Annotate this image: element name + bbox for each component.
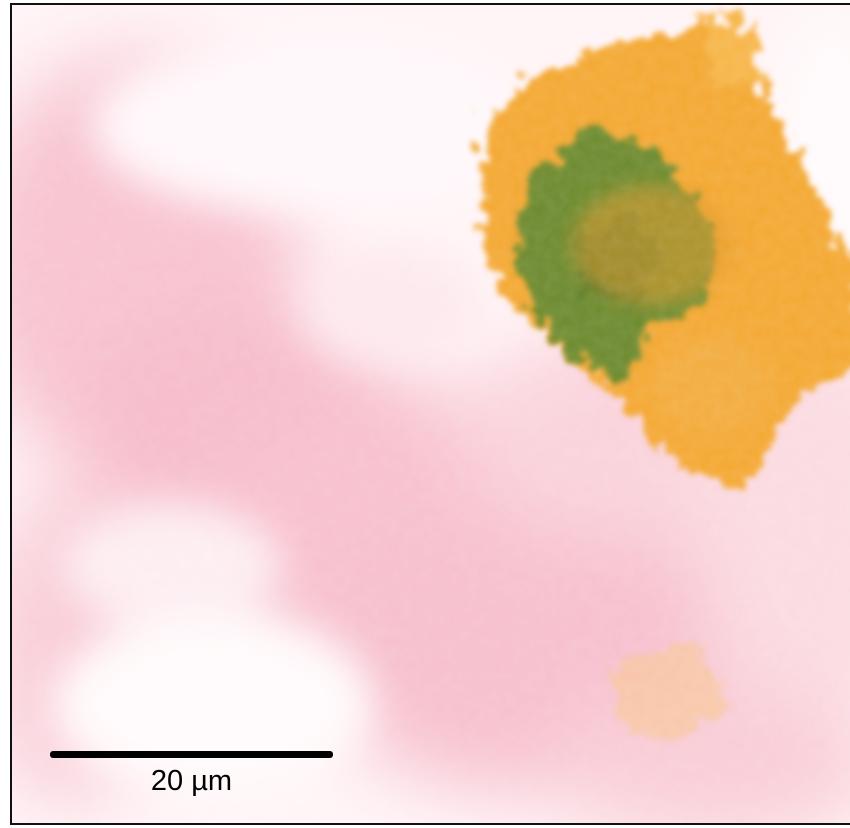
micrograph-frame xyxy=(10,3,850,825)
micrograph-image xyxy=(12,5,850,823)
scale-bar-label: 20 µm xyxy=(150,765,233,797)
grain-overlay xyxy=(12,5,850,823)
scale-bar xyxy=(50,751,333,758)
